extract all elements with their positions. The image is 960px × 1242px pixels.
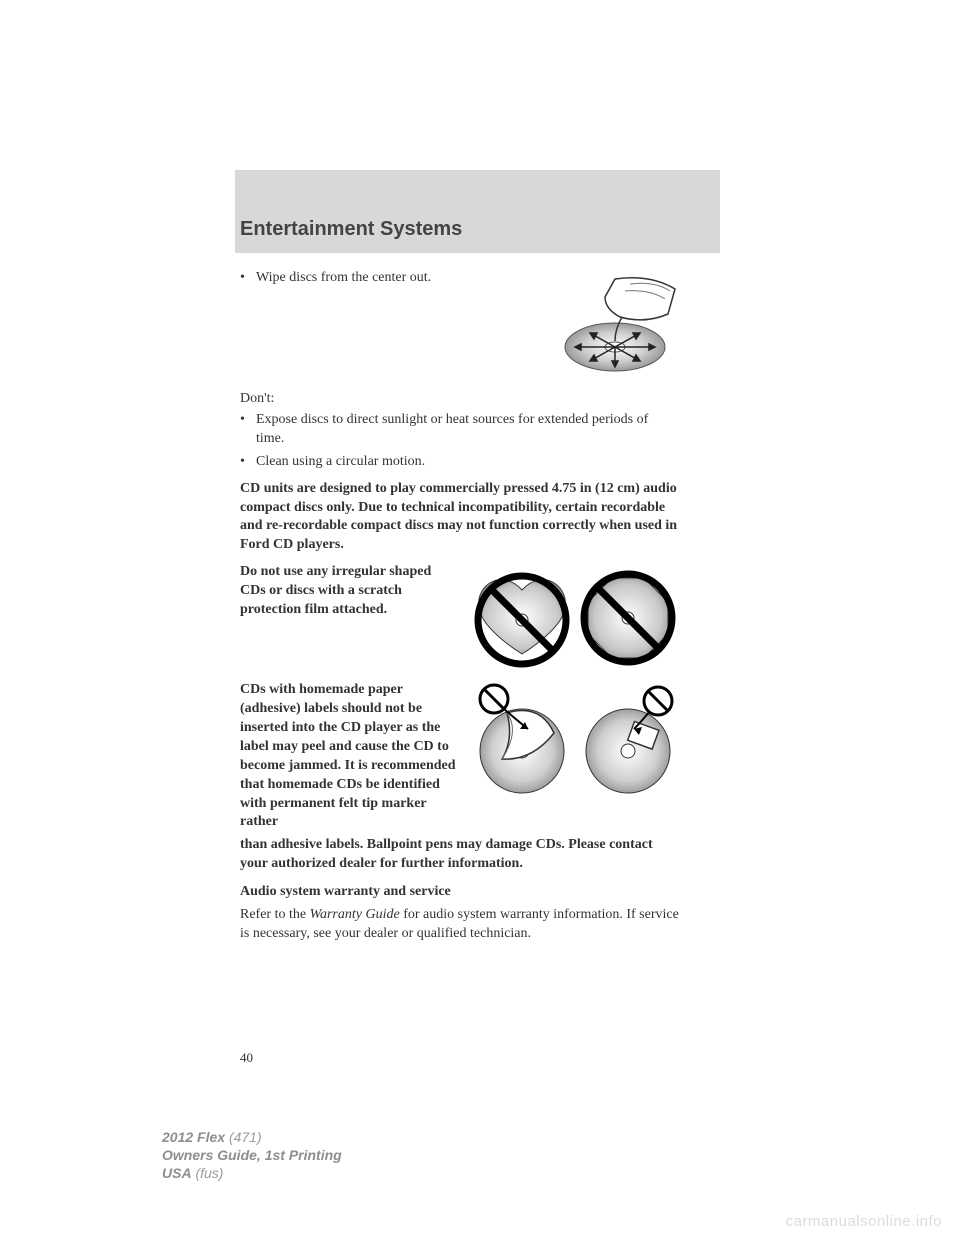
irregular-text: Do not use any irregular shaped CDs or d… <box>240 563 460 620</box>
bullet-dot-icon: • <box>240 453 250 472</box>
footer-block: 2012 Flex (471) Owners Guide, 1st Printi… <box>162 1128 342 1183</box>
section-header-band: Entertainment Systems <box>235 170 720 253</box>
dont-label: Don't: <box>240 391 680 407</box>
dont-item-2: • Clean using a circular motion. <box>240 453 680 472</box>
labels-text-leading: CDs with homemade paper (adhesive) label… <box>240 682 456 829</box>
labels-text: CDs with homemade paper (adhesive) label… <box>240 681 460 832</box>
watermark: carmanualsonline.info <box>786 1213 942 1230</box>
labels-row: CDs with homemade paper (adhesive) label… <box>240 681 680 832</box>
footer-line-3: USA (fus) <box>162 1164 342 1182</box>
warranty-heading: Audio system warranty and service <box>240 884 680 900</box>
dont-item-1: • Expose discs to direct sunlight or hea… <box>240 411 680 449</box>
disc-wipe-illustration <box>560 269 680 379</box>
footer-line-1: 2012 Flex (471) <box>162 1128 342 1146</box>
wipe-bullet: • Wipe discs from the center out. <box>240 269 431 288</box>
bullet-dot-icon: • <box>240 269 250 288</box>
wipe-text: Wipe discs from the center out. <box>256 269 431 288</box>
dont-text-1: Expose discs to direct sunlight or heat … <box>256 411 680 449</box>
bullet-dot-icon: • <box>240 411 250 449</box>
section-title: Entertainment Systems <box>235 218 720 241</box>
manual-page: Entertainment Systems • Wipe discs from … <box>0 0 960 1242</box>
warranty-pre: Refer to the <box>240 907 310 922</box>
footer-code: (471) <box>225 1129 262 1145</box>
labels-text-remainder: than adhesive labels. Ballpoint pens may… <box>240 836 680 874</box>
wipe-row: • Wipe discs from the center out. <box>240 269 680 379</box>
footer-line-2: Owners Guide, 1st Printing <box>162 1146 342 1164</box>
footer-region: USA <box>162 1165 192 1181</box>
irregular-disc-illustration <box>470 563 680 673</box>
dont-text-2: Clean using a circular motion. <box>256 453 425 472</box>
cd-compat-note: CD units are designed to play commercial… <box>240 480 680 556</box>
footer-fus: (fus) <box>192 1165 224 1181</box>
warranty-paragraph: Refer to the Warranty Guide for audio sy… <box>240 906 680 944</box>
irregular-row: Do not use any irregular shaped CDs or d… <box>240 563 680 673</box>
warranty-guide-ital: Warranty Guide <box>310 907 400 922</box>
page-number: 40 <box>240 1050 253 1066</box>
label-disc-illustration <box>470 681 680 801</box>
footer-model: 2012 Flex <box>162 1129 225 1145</box>
